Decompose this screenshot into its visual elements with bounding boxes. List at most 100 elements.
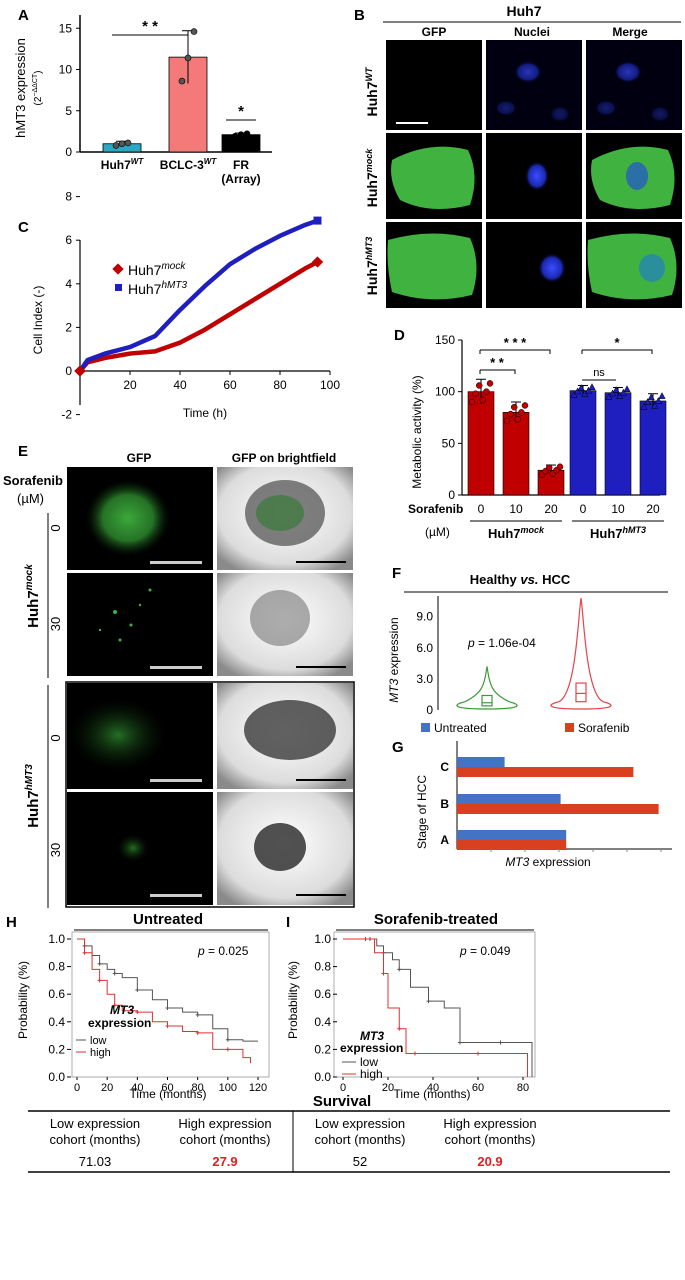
tick-label: 20 xyxy=(123,378,137,392)
panel-a-sig-2: * xyxy=(238,103,244,120)
panel-h-xlabel: Time (months) xyxy=(130,1087,207,1101)
data-point xyxy=(581,390,589,397)
survival-header-1-line2: cohort (months) xyxy=(179,1132,270,1147)
tick-label: 150 xyxy=(435,333,455,347)
bar xyxy=(457,767,634,777)
data-point xyxy=(190,28,198,35)
panel-a-cat-1: BCLC-3WT xyxy=(160,157,218,172)
data-point xyxy=(479,396,487,404)
panel-e-unit: (µM) xyxy=(17,491,44,506)
panel-c-xlabel: Time (h) xyxy=(183,406,227,420)
data-point xyxy=(468,398,476,406)
survival-title: Survival xyxy=(313,1093,371,1110)
tick-label: 3.0 xyxy=(416,672,433,686)
panel-i-legend-low: low xyxy=(360,1055,378,1069)
bar xyxy=(502,412,530,496)
panel-b-row-wt: Huh7WT xyxy=(364,66,380,116)
data-point xyxy=(514,415,522,423)
panel-g-chart: Stage of HCC C B A MT3 expression xyxy=(415,741,672,869)
panel-h-ylabel: Probability (%) xyxy=(16,961,30,1039)
dose-label: 10 xyxy=(509,502,523,516)
panel-label-g: G xyxy=(392,739,404,756)
legend-sorafenib-label: Sorafenib xyxy=(578,721,630,735)
panel-g-bars: C B A xyxy=(440,757,662,852)
data-point xyxy=(545,464,553,471)
stage-label: A xyxy=(440,833,449,847)
data-point xyxy=(510,403,518,411)
tick-label: 5 xyxy=(65,104,72,118)
tick-label: 0.0 xyxy=(48,1070,65,1084)
dose-label: 20 xyxy=(646,502,660,516)
panel-i-xlabel: Time (months) xyxy=(394,1087,471,1101)
panel-d-group-mock: Huh7mock xyxy=(488,525,545,541)
survival-header-1-line1: High expression xyxy=(178,1116,271,1131)
panel-e-micrographs xyxy=(67,467,353,905)
series-marker xyxy=(313,216,322,225)
panel-label-i: I xyxy=(286,914,290,931)
tick-label: 80 xyxy=(273,378,287,392)
series-marker xyxy=(311,256,324,268)
tick-label: 0 xyxy=(74,1082,80,1094)
data-point xyxy=(605,392,613,400)
panel-e-col-brightfield: GFP on brightfield xyxy=(232,451,336,465)
panel-c-series xyxy=(74,216,324,377)
tick-label: 1.0 xyxy=(48,932,65,946)
tick-label: 40 xyxy=(173,378,187,392)
panel-a-yticks: 0 5 10 15 xyxy=(59,21,80,159)
data-point xyxy=(647,393,655,401)
panel-a-chart: hMT3 expression (2−ΔΔCT) 0 5 10 15 * * * Hu… xyxy=(13,15,272,186)
survival-header-2-line2: cohort (months) xyxy=(314,1132,405,1147)
panel-i-ticks: 0.0 0.2 0.4 0.6 0.8 1.0 0 20 40 60 80 xyxy=(314,932,529,1094)
panel-g-ylabel: Stage of HCC xyxy=(415,775,429,849)
panel-e-dose-1: 30 xyxy=(48,617,63,631)
panel-h-frame xyxy=(71,931,270,1078)
panel-h-legend-high: high xyxy=(90,1047,111,1059)
panel-d-yticks: 0 50 100 150 xyxy=(435,333,462,502)
panel-i-legend-title: expression xyxy=(340,1041,403,1055)
tick-label: 6.0 xyxy=(416,641,433,655)
dose-label: 0 xyxy=(478,502,485,516)
data-point xyxy=(243,130,251,138)
tick-label: 20 xyxy=(101,1082,113,1094)
series-line xyxy=(78,218,319,373)
survival-value-0: 71.03 xyxy=(79,1154,112,1169)
tick-label: 2 xyxy=(65,320,72,334)
data-point xyxy=(237,131,245,138)
tick-label: 0.6 xyxy=(314,987,331,1001)
tick-label: 100 xyxy=(435,385,455,399)
panel-c-ylabel: Cell Index (-) xyxy=(31,286,45,355)
legend-mock-label: Huh7mock xyxy=(128,261,186,278)
panel-label-a: A xyxy=(18,7,29,24)
survival-header-0-line1: Low expression xyxy=(50,1116,140,1131)
data-point xyxy=(118,140,126,148)
data-point xyxy=(518,409,525,416)
data-point xyxy=(577,384,585,391)
panel-h-title: Untreated xyxy=(133,911,203,928)
micrograph-wt-gfp xyxy=(386,40,482,130)
data-point xyxy=(507,410,514,418)
bar xyxy=(457,804,659,814)
tick-label: 100 xyxy=(219,1082,237,1094)
data-point xyxy=(483,388,490,395)
panel-d-bars xyxy=(467,378,667,496)
panel-e-group-mock: Huh7mock xyxy=(24,564,42,628)
panel-i-ylabel: Probability (%) xyxy=(286,961,300,1039)
legend-hmt3-marker xyxy=(115,284,122,291)
panel-a-cat-2: FR xyxy=(233,158,249,172)
data-point xyxy=(556,463,564,471)
tick-label: 0.2 xyxy=(48,1042,65,1056)
panel-a-ylabel-unit: (2−ΔΔCT) xyxy=(32,70,44,105)
panel-i-frame xyxy=(333,931,536,1078)
panel-h-legend-title: expression xyxy=(88,1016,151,1030)
panel-i-legend-high: high xyxy=(360,1067,383,1081)
panel-f-violins xyxy=(456,597,612,710)
survival-curve xyxy=(343,938,533,1077)
panel-a-ylabel: hMT3 expression xyxy=(13,38,28,138)
tick-label: 0.6 xyxy=(48,987,65,1001)
bar xyxy=(457,757,505,767)
panel-g-xlabel: MT3 expression xyxy=(505,855,590,869)
panel-label-e: E xyxy=(18,443,28,460)
data-point xyxy=(623,385,631,393)
